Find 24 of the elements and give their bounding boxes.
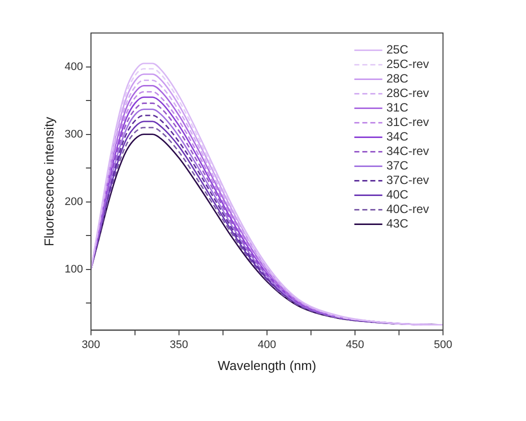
legend-label: 37C-rev: [386, 173, 430, 188]
x-tick-label: 450: [346, 338, 364, 351]
y-tick-label: 100: [64, 263, 83, 276]
legend-label: 37C: [386, 158, 409, 173]
legend-label: 34C-rev: [386, 144, 430, 158]
legend-label: 40C: [386, 188, 409, 202]
legend-label: 28C: [386, 72, 409, 86]
legend-label: 25C: [386, 42, 409, 57]
legend-label: 31C: [386, 100, 409, 115]
legend-label: 28C-rev: [386, 86, 430, 100]
y-tick-label: 300: [64, 128, 83, 140]
x-tick-label: 300: [82, 338, 100, 351]
x-tick-label: 350: [170, 338, 188, 351]
legend-label: 40C-rev: [386, 202, 430, 216]
x-axis-title: Wavelength (nm): [218, 358, 316, 373]
y-tick-label: 200: [64, 196, 83, 208]
legend-label: 34C: [386, 130, 409, 144]
legend-label: 43C: [386, 216, 409, 231]
legend-label: 31C-rev: [386, 115, 430, 130]
legend-label: 25C-rev: [386, 57, 430, 72]
y-tick-label: 400: [64, 60, 83, 73]
x-tick-label: 400: [258, 338, 276, 351]
x-tick-label: 500: [434, 338, 452, 351]
y-axis-title: Fluorescence intensity: [41, 116, 56, 246]
